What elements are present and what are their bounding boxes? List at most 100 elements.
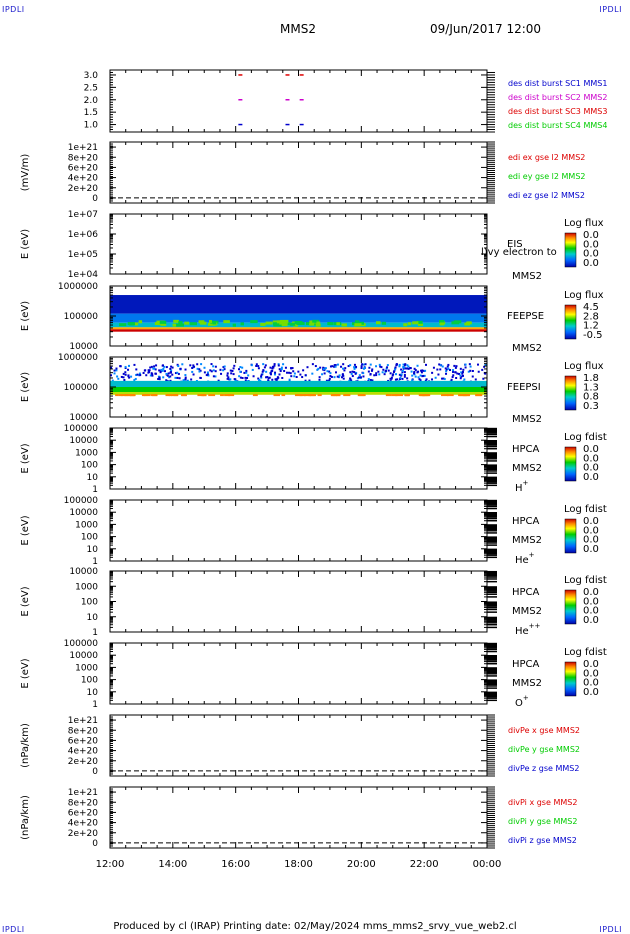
feepsi-speckle <box>261 370 264 373</box>
y-axis-label: (nPa/km) <box>20 723 31 768</box>
feepsi-speckle <box>260 375 263 378</box>
feepsi-speckle <box>181 363 184 366</box>
feepsi-speckle <box>319 366 322 369</box>
feepsi-speckle <box>460 371 463 374</box>
y-tick-label: 100000 <box>64 496 99 506</box>
feepsi-speckle <box>373 374 376 377</box>
feepsi-patch <box>418 394 425 397</box>
feepsi-speckle <box>278 373 281 376</box>
feepse-patch <box>281 323 288 327</box>
feepsi-patch <box>125 394 132 397</box>
feepsi-speckle <box>392 371 395 374</box>
feepsi-speckle <box>449 369 452 372</box>
feepsi-speckle <box>241 366 244 369</box>
feepsi-speckle <box>252 375 255 378</box>
feepsi-speckle <box>286 371 289 374</box>
feepsi-speckle <box>432 366 435 369</box>
feepsi-speckle <box>219 368 222 371</box>
feepse-patch <box>250 320 258 324</box>
feepsi-speckle <box>308 379 311 382</box>
y-axis-label: E (eV) <box>20 443 31 473</box>
feepse-patch <box>328 322 334 326</box>
instrument-spacecraft: MMS2 <box>512 678 542 689</box>
feepsi-speckle <box>231 369 234 372</box>
feepsi-speckle <box>350 379 353 382</box>
time-tick-label: 12:00 <box>96 859 125 870</box>
feepsi-speckle <box>272 365 275 368</box>
panel-frame-des-dist-burst <box>109 69 488 133</box>
feepsi-speckle <box>381 371 384 374</box>
y-tick-label: 1e+07 <box>68 210 98 220</box>
colorbar-tick-label: 0.0 <box>583 596 599 607</box>
feepsi-speckle <box>212 365 215 368</box>
feepse-patch <box>287 322 291 326</box>
feepsi-speckle <box>154 368 157 371</box>
colorbar-tick-label: -0.5 <box>583 330 603 341</box>
y-axis-label: E (eV) <box>20 372 31 402</box>
feepsi-speckle <box>138 372 141 375</box>
feepse-patch <box>128 322 134 326</box>
colorbar-tick-label: 0.0 <box>583 230 599 241</box>
feepsi-speckle <box>454 371 457 374</box>
feepsi-speckle <box>210 370 213 373</box>
y-tick-label: 2e+20 <box>68 184 99 194</box>
feepsi-speckle <box>328 379 331 382</box>
feepsi-speckle <box>336 363 339 366</box>
feepsi-speckle <box>176 371 179 374</box>
y-axis-label: (mV/m) <box>20 154 31 192</box>
y-tick-label: 0 <box>92 767 98 777</box>
feepsi-speckle <box>293 375 296 378</box>
feepsi-speckle <box>124 365 127 368</box>
feepsi-speckle <box>481 368 484 371</box>
y-tick-label: 6e+20 <box>68 163 99 173</box>
feepsi-speckle <box>483 365 486 368</box>
feepsi-patch <box>224 394 231 397</box>
feepsi-speckle <box>251 368 254 371</box>
feepsi-speckle <box>269 373 272 376</box>
y-tick-label: 8e+20 <box>68 798 99 808</box>
feepse-band-high <box>110 295 487 314</box>
panel-frame-hpca-he <box>109 499 488 562</box>
feepsi-speckle <box>321 373 324 376</box>
colorbar <box>564 661 577 697</box>
feepsi-speckle <box>266 375 269 378</box>
feepsi-speckle <box>419 374 422 377</box>
feepsi-speckle <box>274 371 277 374</box>
feepsi-speckle <box>214 375 217 378</box>
feepsi-speckle <box>460 375 463 378</box>
y-axis-label: E (eV) <box>20 229 31 259</box>
feepsi-patch <box>220 394 224 397</box>
feepsi-speckle <box>368 366 371 369</box>
feepsi-speckle <box>459 374 462 377</box>
feepsi-speckle <box>165 372 168 375</box>
feepsi-speckle <box>443 378 446 381</box>
panel-frame-divpi <box>109 786 488 849</box>
colorbar-title: Log fdist <box>564 647 607 658</box>
feepsi-speckle <box>424 379 427 382</box>
feepsi-speckle <box>149 374 152 377</box>
feepsi-speckle <box>274 378 277 381</box>
feepsi-speckle <box>416 364 419 367</box>
plot-datetime: 09/Jun/2017 12:00 <box>430 22 542 36</box>
feepsi-speckle <box>421 369 424 372</box>
feepsi-speckle <box>230 372 233 375</box>
feepsi-speckle <box>331 365 334 368</box>
feepsi-patch <box>303 394 312 397</box>
feepsi-speckle <box>279 370 282 373</box>
feepsi-speckle <box>124 366 127 369</box>
feepsi-speckle <box>323 372 326 375</box>
feepsi-speckle <box>241 377 244 380</box>
corner-label-bottom-right: IPDLI <box>599 925 622 934</box>
feepsi-speckle <box>124 371 127 374</box>
feepsi-speckle <box>439 368 442 371</box>
feepsi-speckle <box>446 365 449 368</box>
feepsi-speckle <box>246 377 249 380</box>
y-tick-label: 2e+20 <box>68 757 99 767</box>
instrument-spacecraft: MMS2 <box>512 606 542 617</box>
y-tick-label: 1 <box>92 628 98 638</box>
feepsi-speckle <box>291 367 294 370</box>
feepsi-speckle <box>371 368 374 371</box>
colorbar-tick-label: 0.0 <box>583 615 599 626</box>
feepsi-speckle <box>370 369 373 372</box>
colorbar-tick-label: 0.0 <box>583 544 599 555</box>
